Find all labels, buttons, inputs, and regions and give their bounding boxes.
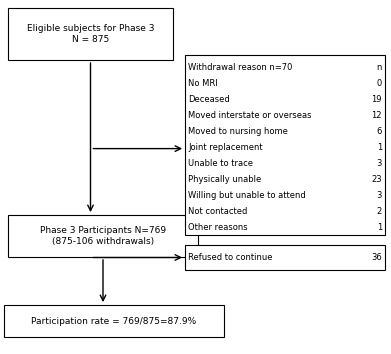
Text: Eligible subjects for Phase 3
N = 875: Eligible subjects for Phase 3 N = 875 — [27, 24, 154, 44]
Text: 1: 1 — [377, 223, 382, 232]
Text: 0: 0 — [377, 79, 382, 88]
Text: 23: 23 — [371, 175, 382, 184]
FancyBboxPatch shape — [8, 8, 173, 60]
Text: Participation rate = 769/875=87.9%: Participation rate = 769/875=87.9% — [31, 316, 197, 325]
FancyBboxPatch shape — [185, 55, 385, 235]
Text: 12: 12 — [371, 111, 382, 120]
Text: Phase 3 Participants N=769
(875-106 withdrawals): Phase 3 Participants N=769 (875-106 with… — [40, 226, 166, 246]
FancyBboxPatch shape — [4, 305, 224, 337]
Text: Withdrawal reason n=70: Withdrawal reason n=70 — [188, 63, 292, 72]
Text: Moved interstate or overseas: Moved interstate or overseas — [188, 111, 312, 120]
Text: Unable to trace: Unable to trace — [188, 159, 253, 168]
Text: 1: 1 — [377, 143, 382, 152]
Text: 3: 3 — [377, 159, 382, 168]
Text: 6: 6 — [377, 127, 382, 136]
Text: n: n — [377, 63, 382, 72]
Text: Not contacted: Not contacted — [188, 207, 248, 216]
FancyBboxPatch shape — [8, 215, 198, 257]
Text: No MRI: No MRI — [188, 79, 218, 88]
Text: Physically unable: Physically unable — [188, 175, 261, 184]
FancyBboxPatch shape — [185, 245, 385, 270]
Text: 36: 36 — [371, 253, 382, 262]
Text: 2: 2 — [377, 207, 382, 216]
Text: Refused to continue: Refused to continue — [188, 253, 273, 262]
Text: 19: 19 — [371, 95, 382, 104]
Text: Moved to nursing home: Moved to nursing home — [188, 127, 288, 136]
Text: Other reasons: Other reasons — [188, 223, 248, 232]
Text: 3: 3 — [377, 191, 382, 200]
Text: Willing but unable to attend: Willing but unable to attend — [188, 191, 306, 200]
Text: Deceased: Deceased — [188, 95, 230, 104]
Text: Joint replacement: Joint replacement — [188, 143, 263, 152]
